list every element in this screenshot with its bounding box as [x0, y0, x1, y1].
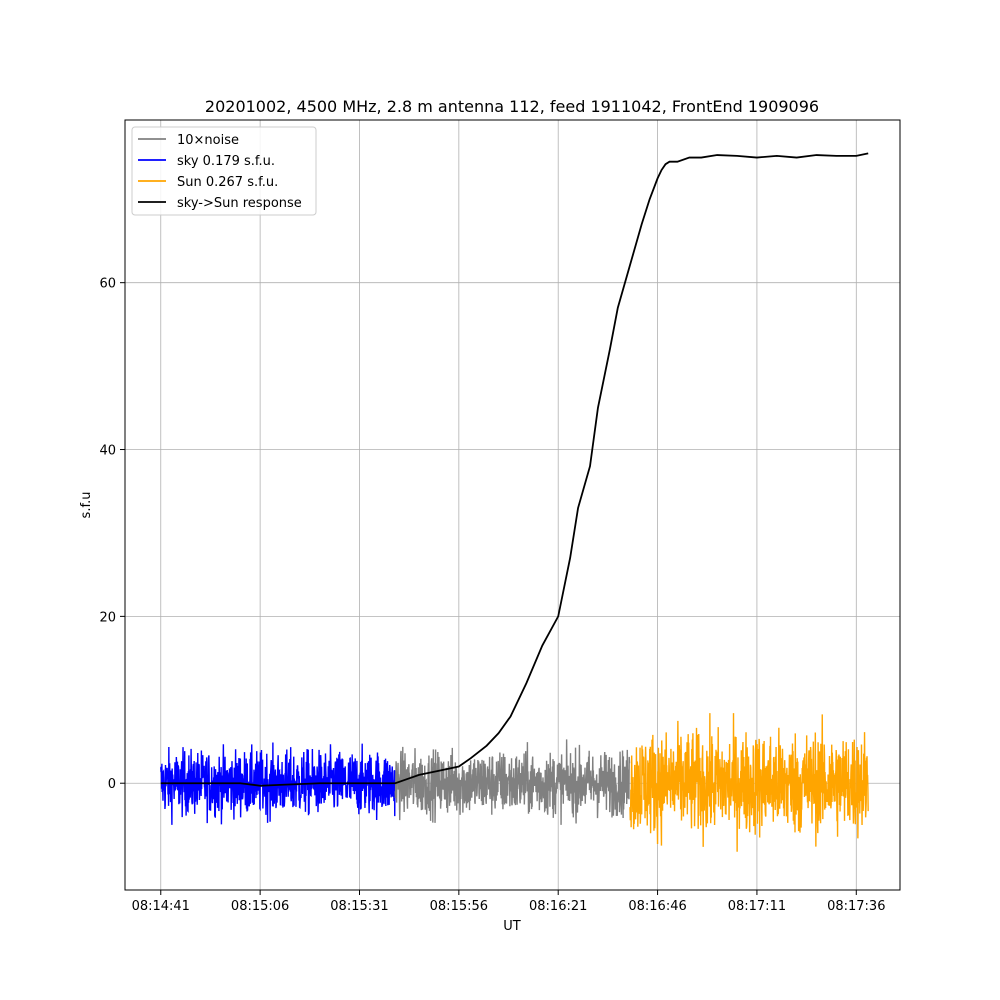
chart-title: 20201002, 4500 MHz, 2.8 m antenna 112, f…: [205, 97, 819, 116]
y-tick-label: 20: [99, 610, 116, 625]
series-layer: [160, 152, 869, 852]
legend-label: sky 0.179 s.f.u.: [177, 154, 275, 169]
y-tick-label: 0: [108, 777, 116, 792]
x-axis-label: UT: [503, 919, 521, 934]
ticks: 08:14:41 08:15:06 08:15:31 08:15:56 08:16:21…: [99, 277, 885, 914]
y-axis-label: s.f.u: [79, 492, 94, 519]
x-tick-label: 08:14:41: [132, 899, 190, 914]
x-tick-label: 08:15:06: [231, 899, 289, 914]
y-tick-label: 60: [99, 277, 116, 292]
y-tick-label: 40: [99, 444, 116, 459]
x-tick-label: 08:15:56: [430, 899, 488, 914]
sun-series-line: [629, 713, 869, 852]
x-tick-label: 08:17:11: [728, 899, 786, 914]
x-tick-label: 08:17:36: [827, 899, 885, 914]
legend-label: 10×noise: [177, 133, 239, 148]
legend: 10×noise sky 0.179 s.f.u. Sun 0.267 s.f.u.…: [131, 126, 317, 216]
legend-label: Sun 0.267 s.f.u.: [177, 175, 278, 190]
x-tick-label: 08:16:46: [628, 899, 686, 914]
response-series-line: [160, 152, 869, 787]
legend-box: [131, 126, 317, 216]
plot-frame: [124, 119, 901, 891]
noise-series-line: [394, 739, 631, 825]
x-tick-label: 08:16:21: [529, 899, 587, 914]
x-tick-label: 08:15:31: [330, 899, 388, 914]
legend-label: sky->Sun response: [177, 196, 302, 211]
